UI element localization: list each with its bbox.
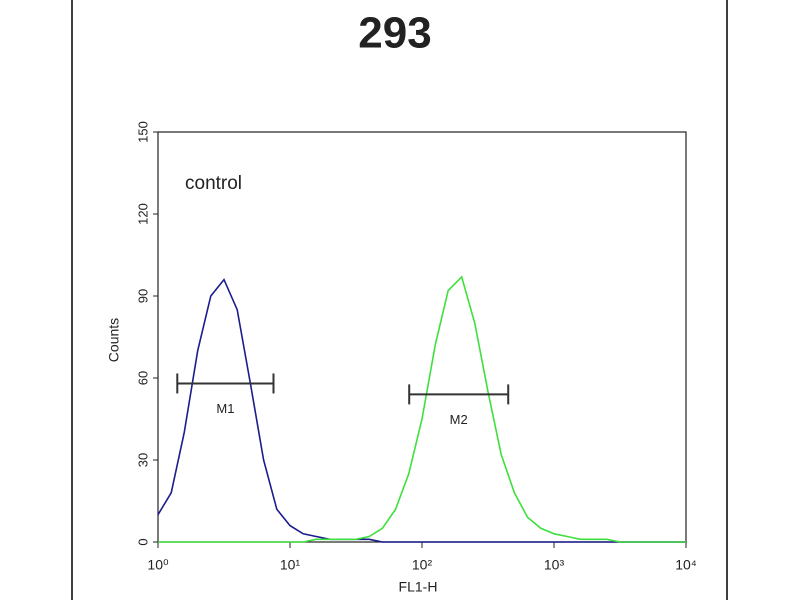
annotation: control (185, 173, 242, 194)
series-line (158, 275, 686, 543)
chart-title: 293 (358, 9, 431, 58)
y-tick-label: 30 (135, 453, 150, 467)
marker-label: M1 (216, 401, 234, 416)
y-tick-label: 150 (135, 121, 150, 143)
x-tick-label: 10² (412, 557, 433, 573)
y-tick-label: 0 (135, 538, 150, 545)
y-axis-label: Counts (106, 318, 122, 362)
x-axis-label: FL1-H (399, 579, 438, 595)
frame (71, 0, 728, 605)
x-tick-label: 10¹ (280, 557, 301, 573)
x-tick-label: 10³ (544, 557, 565, 573)
y-tick-label: 90 (135, 289, 150, 303)
y-tick-label: 60 (135, 371, 150, 385)
x-tick-label: 10⁰ (147, 557, 169, 573)
marker-label: M2 (450, 412, 468, 427)
x-tick-label: 10⁴ (675, 557, 697, 573)
y-tick-label: 120 (135, 203, 150, 225)
series-line (157, 278, 686, 543)
